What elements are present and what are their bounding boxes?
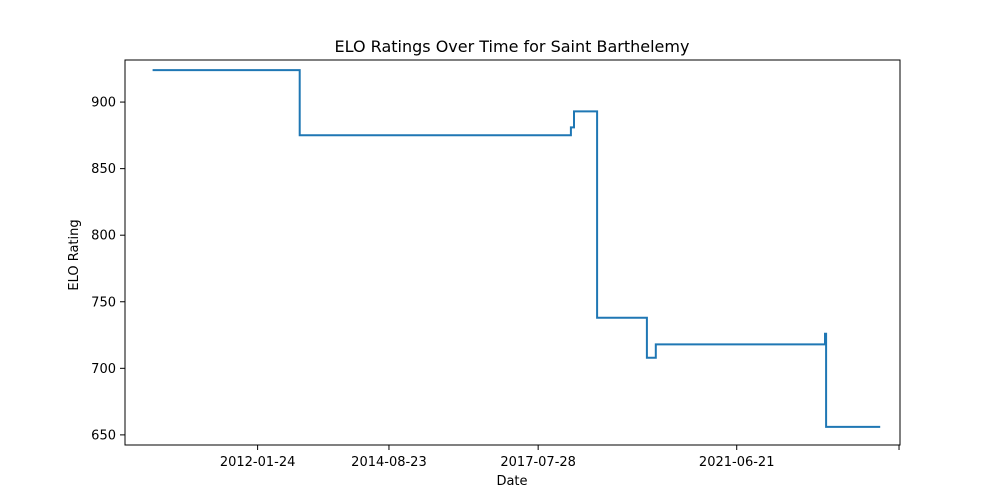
y-tick-label: 750 bbox=[91, 295, 116, 310]
y-tick-label: 850 bbox=[91, 162, 116, 177]
y-axis-ticks: 650 700 750 800 850 900 bbox=[91, 96, 125, 443]
x-axis-ticks: 2012-01-24 2014-08-23 2017-07-28 2021-06-21 bbox=[220, 445, 900, 470]
y-tick-label: 900 bbox=[91, 96, 116, 111]
x-tick-label: 2012-01-24 bbox=[220, 455, 296, 470]
y-axis-label: ELO Rating bbox=[67, 219, 82, 290]
x-tick-label: 2021-06-21 bbox=[699, 455, 775, 470]
plot-frame bbox=[124, 59, 901, 446]
x-tick-label: 2014-08-23 bbox=[351, 455, 427, 470]
elo-rating-series-line bbox=[152, 69, 881, 428]
x-axis-label: Date bbox=[496, 474, 527, 489]
y-tick-label: 800 bbox=[91, 229, 116, 244]
y-tick-label: 700 bbox=[91, 362, 116, 377]
x-tick-label: 2017-07-28 bbox=[500, 455, 576, 470]
chart-title: ELO Ratings Over Time for Saint Barthele… bbox=[335, 37, 690, 56]
y-tick-label: 650 bbox=[91, 428, 116, 443]
